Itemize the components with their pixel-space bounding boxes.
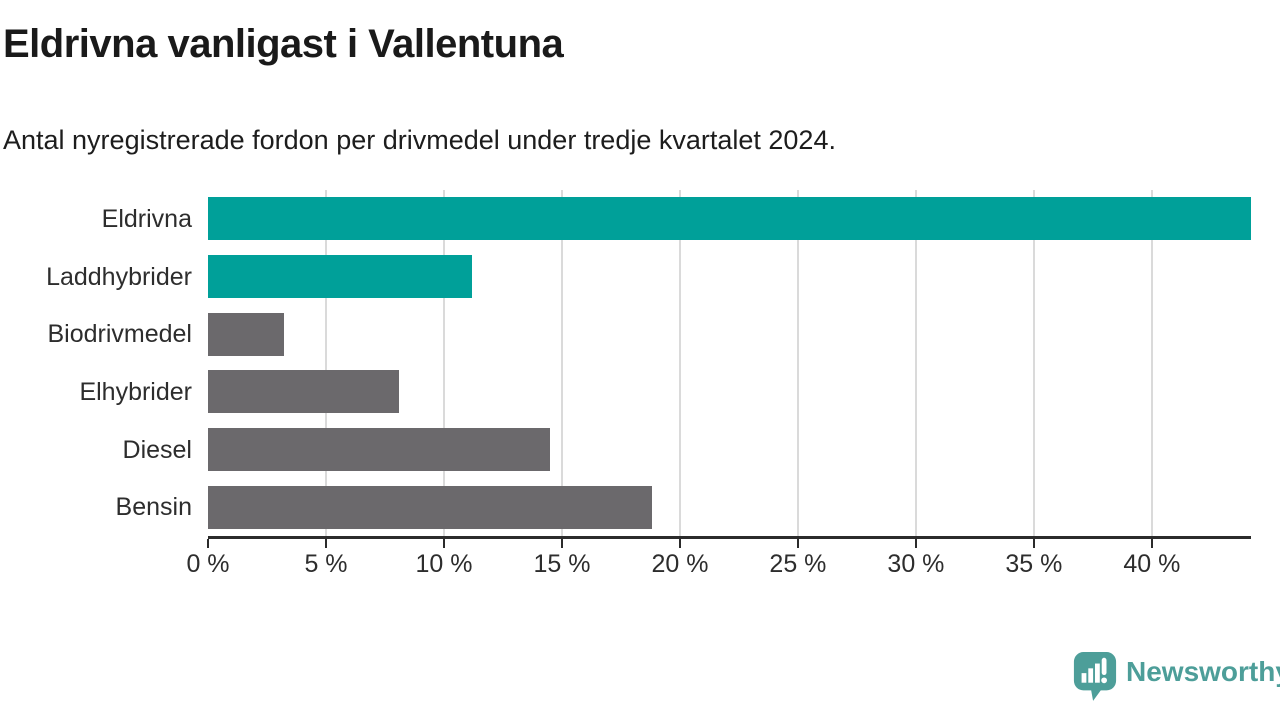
gridline <box>1032 190 1035 536</box>
x-tick-label: 15 % <box>533 550 591 578</box>
bar-elhybrider <box>208 370 400 414</box>
category-label-laddhybrider: Laddhybrider <box>46 262 192 291</box>
x-tick-label: 40 % <box>1123 550 1181 578</box>
category-label-eldrivna: Eldrivna <box>101 204 192 233</box>
gridline <box>796 190 799 536</box>
x-axis-line <box>208 536 1251 539</box>
bar-diesel <box>208 428 551 471</box>
gridline <box>914 190 917 536</box>
gridline <box>678 190 681 536</box>
brand-name: Newsworthy <box>1126 656 1280 687</box>
bar-laddhybrider <box>208 255 473 298</box>
chart-title: Eldrivna vanligast i Vallentuna <box>3 22 564 66</box>
plot-area: Eldrivna Laddhybrider Biodrivmedel Elhybrid… <box>46 190 1251 578</box>
x-tick-label: 5 % <box>304 550 348 578</box>
x-axis-tick <box>678 539 681 548</box>
x-axis-tick <box>560 539 563 548</box>
x-tick-label: 10 % <box>415 550 473 578</box>
x-tick-label: 25 % <box>769 550 827 578</box>
brand-footer: Newsworthy <box>1072 650 1280 702</box>
x-tick-label: 35 % <box>1005 550 1063 578</box>
newsworthy-logo-icon <box>1073 652 1117 701</box>
gridline <box>442 190 445 536</box>
x-axis-tick <box>796 539 799 548</box>
x-tick-label: 0 % <box>186 550 230 578</box>
x-axis-tick <box>1032 539 1035 548</box>
bar-eldrivna <box>208 197 1251 241</box>
bar-biodrivmedel <box>208 312 284 356</box>
category-label-biodrivmedel: Biodrivmedel <box>47 320 192 349</box>
chart-subtitle: Antal nyregistrerade fordon per drivmede… <box>3 125 836 155</box>
gridline <box>560 190 563 536</box>
bar-bensin <box>208 485 652 529</box>
category-label-diesel: Diesel <box>122 435 192 464</box>
x-axis-tick <box>207 539 209 548</box>
x-axis-tick <box>324 539 327 548</box>
x-axis-tick <box>914 539 917 548</box>
x-tick-label: 20 % <box>651 550 709 578</box>
category-label-bensin: Bensin <box>115 493 192 522</box>
x-tick-label: 30 % <box>887 550 945 578</box>
x-axis-tick <box>1150 539 1153 548</box>
gridline <box>1150 190 1153 536</box>
gridline <box>324 190 327 536</box>
category-label-elhybrider: Elhybrider <box>79 377 192 406</box>
x-axis-tick <box>442 539 445 548</box>
